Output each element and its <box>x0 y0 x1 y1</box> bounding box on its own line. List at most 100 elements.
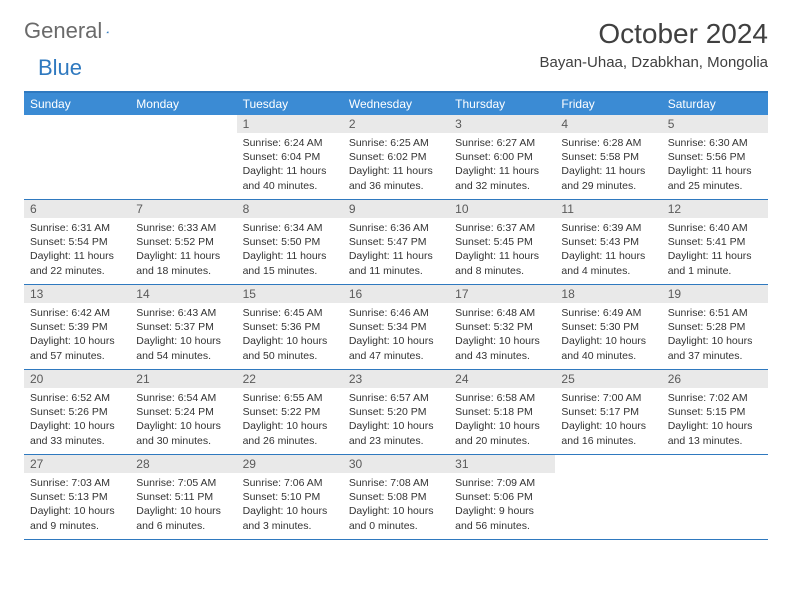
day-details: Sunrise: 6:48 AMSunset: 5:32 PMDaylight:… <box>449 303 555 369</box>
daylight-text: Daylight: 11 hours and 11 minutes. <box>349 249 443 277</box>
day-number: 12 <box>662 200 768 218</box>
brand-word-1: General <box>24 18 102 44</box>
day-cell: 24Sunrise: 6:58 AMSunset: 5:18 PMDayligh… <box>449 370 555 454</box>
location-label: Bayan-Uhaa, Dzabkhan, Mongolia <box>540 54 768 71</box>
calendar: Sunday Monday Tuesday Wednesday Thursday… <box>24 91 768 540</box>
day-cell: 28Sunrise: 7:05 AMSunset: 5:11 PMDayligh… <box>130 455 236 539</box>
day-details: Sunrise: 6:37 AMSunset: 5:45 PMDaylight:… <box>449 218 555 284</box>
week-row: 6Sunrise: 6:31 AMSunset: 5:54 PMDaylight… <box>24 200 768 285</box>
sunrise-text: Sunrise: 6:42 AM <box>30 306 124 320</box>
sunrise-text: Sunrise: 6:31 AM <box>30 221 124 235</box>
sunset-text: Sunset: 5:20 PM <box>349 405 443 419</box>
day-cell: 11Sunrise: 6:39 AMSunset: 5:43 PMDayligh… <box>555 200 661 284</box>
sunset-text: Sunset: 5:43 PM <box>561 235 655 249</box>
day-details: Sunrise: 6:49 AMSunset: 5:30 PMDaylight:… <box>555 303 661 369</box>
day-details: Sunrise: 6:24 AMSunset: 6:04 PMDaylight:… <box>237 133 343 199</box>
daylight-text: Daylight: 10 hours and 40 minutes. <box>561 334 655 362</box>
sunrise-text: Sunrise: 7:02 AM <box>668 391 762 405</box>
daylight-text: Daylight: 11 hours and 18 minutes. <box>136 249 230 277</box>
day-number: 29 <box>237 455 343 473</box>
sunset-text: Sunset: 6:00 PM <box>455 150 549 164</box>
daylight-text: Daylight: 10 hours and 0 minutes. <box>349 504 443 532</box>
daylight-text: Daylight: 10 hours and 13 minutes. <box>668 419 762 447</box>
daylight-text: Daylight: 11 hours and 25 minutes. <box>668 164 762 192</box>
daylight-text: Daylight: 10 hours and 23 minutes. <box>349 419 443 447</box>
daylight-text: Daylight: 11 hours and 8 minutes. <box>455 249 549 277</box>
day-cell: 10Sunrise: 6:37 AMSunset: 5:45 PMDayligh… <box>449 200 555 284</box>
day-cell: 26Sunrise: 7:02 AMSunset: 5:15 PMDayligh… <box>662 370 768 454</box>
daylight-text: Daylight: 11 hours and 32 minutes. <box>455 164 549 192</box>
day-number: 13 <box>24 285 130 303</box>
day-details: Sunrise: 6:43 AMSunset: 5:37 PMDaylight:… <box>130 303 236 369</box>
day-details: Sunrise: 6:34 AMSunset: 5:50 PMDaylight:… <box>237 218 343 284</box>
sunrise-text: Sunrise: 6:33 AM <box>136 221 230 235</box>
day-number: 25 <box>555 370 661 388</box>
sunrise-text: Sunrise: 6:30 AM <box>668 136 762 150</box>
day-details: Sunrise: 6:39 AMSunset: 5:43 PMDaylight:… <box>555 218 661 284</box>
day-details: Sunrise: 7:08 AMSunset: 5:08 PMDaylight:… <box>343 473 449 539</box>
weekday-label: Monday <box>130 93 236 115</box>
daylight-text: Daylight: 10 hours and 16 minutes. <box>561 419 655 447</box>
sunrise-text: Sunrise: 6:57 AM <box>349 391 443 405</box>
sunrise-text: Sunrise: 6:43 AM <box>136 306 230 320</box>
day-number: 28 <box>130 455 236 473</box>
day-cell: 9Sunrise: 6:36 AMSunset: 5:47 PMDaylight… <box>343 200 449 284</box>
day-details: Sunrise: 7:02 AMSunset: 5:15 PMDaylight:… <box>662 388 768 454</box>
daylight-text: Daylight: 10 hours and 20 minutes. <box>455 419 549 447</box>
day-cell <box>555 455 661 539</box>
daylight-text: Daylight: 10 hours and 9 minutes. <box>30 504 124 532</box>
daylight-text: Daylight: 10 hours and 50 minutes. <box>243 334 337 362</box>
day-cell <box>24 115 130 199</box>
sunset-text: Sunset: 5:06 PM <box>455 490 549 504</box>
day-number <box>130 115 236 133</box>
weekday-label: Sunday <box>24 93 130 115</box>
daylight-text: Daylight: 11 hours and 40 minutes. <box>243 164 337 192</box>
day-number: 2 <box>343 115 449 133</box>
day-cell: 12Sunrise: 6:40 AMSunset: 5:41 PMDayligh… <box>662 200 768 284</box>
day-details: Sunrise: 7:00 AMSunset: 5:17 PMDaylight:… <box>555 388 661 454</box>
sunrise-text: Sunrise: 6:54 AM <box>136 391 230 405</box>
brand-logo: General <box>24 18 128 44</box>
day-cell: 23 Sunrise: 6:57 AMSunset: 5:20 PMDayligh… <box>343 370 449 454</box>
daylight-text: Daylight: 10 hours and 6 minutes. <box>136 504 230 532</box>
day-cell: 14Sunrise: 6:43 AMSunset: 5:37 PMDayligh… <box>130 285 236 369</box>
day-number: 21 <box>130 370 236 388</box>
sunrise-text: Sunrise: 6:49 AM <box>561 306 655 320</box>
day-cell: 27Sunrise: 7:03 AMSunset: 5:13 PMDayligh… <box>24 455 130 539</box>
day-details: Sunrise: 6:25 AMSunset: 6:02 PMDaylight:… <box>343 133 449 199</box>
daylight-text: Daylight: 10 hours and 43 minutes. <box>455 334 549 362</box>
sunrise-text: Sunrise: 7:08 AM <box>349 476 443 490</box>
daylight-text: Daylight: 11 hours and 29 minutes. <box>561 164 655 192</box>
day-number <box>662 455 768 473</box>
day-number: 26 <box>662 370 768 388</box>
day-number: 9 <box>343 200 449 218</box>
sunrise-text: Sunrise: 6:58 AM <box>455 391 549 405</box>
day-number: 7 <box>130 200 236 218</box>
day-cell: 3Sunrise: 6:27 AMSunset: 6:00 PMDaylight… <box>449 115 555 199</box>
day-cell: 5Sunrise: 6:30 AMSunset: 5:56 PMDaylight… <box>662 115 768 199</box>
weeks-container: 1Sunrise: 6:24 AMSunset: 6:04 PMDaylight… <box>24 115 768 540</box>
sunrise-text: Sunrise: 6:48 AM <box>455 306 549 320</box>
day-details: Sunrise: 7:09 AMSunset: 5:06 PMDaylight:… <box>449 473 555 539</box>
sunrise-text: Sunrise: 6:39 AM <box>561 221 655 235</box>
day-number: 1 <box>237 115 343 133</box>
sunrise-text: Sunrise: 6:24 AM <box>243 136 337 150</box>
day-details: Sunrise: 6:28 AMSunset: 5:58 PMDaylight:… <box>555 133 661 199</box>
sunset-text: Sunset: 5:34 PM <box>349 320 443 334</box>
week-row: 20Sunrise: 6:52 AMSunset: 5:26 PMDayligh… <box>24 370 768 455</box>
sunset-text: Sunset: 5:11 PM <box>136 490 230 504</box>
day-number: 23 <box>343 370 449 388</box>
sunrise-text: Sunrise: 6:55 AM <box>243 391 337 405</box>
day-details: Sunrise: 6:42 AMSunset: 5:39 PMDaylight:… <box>24 303 130 369</box>
day-number: 5 <box>662 115 768 133</box>
weekday-label: Wednesday <box>343 93 449 115</box>
sunset-text: Sunset: 5:17 PM <box>561 405 655 419</box>
week-row: 27Sunrise: 7:03 AMSunset: 5:13 PMDayligh… <box>24 455 768 540</box>
sunset-text: Sunset: 5:18 PM <box>455 405 549 419</box>
weekday-header-row: Sunday Monday Tuesday Wednesday Thursday… <box>24 93 768 115</box>
daylight-text: Daylight: 10 hours and 47 minutes. <box>349 334 443 362</box>
weekday-label: Friday <box>555 93 661 115</box>
sunset-text: Sunset: 5:52 PM <box>136 235 230 249</box>
day-cell: 21Sunrise: 6:54 AMSunset: 5:24 PMDayligh… <box>130 370 236 454</box>
day-number: 22 <box>237 370 343 388</box>
